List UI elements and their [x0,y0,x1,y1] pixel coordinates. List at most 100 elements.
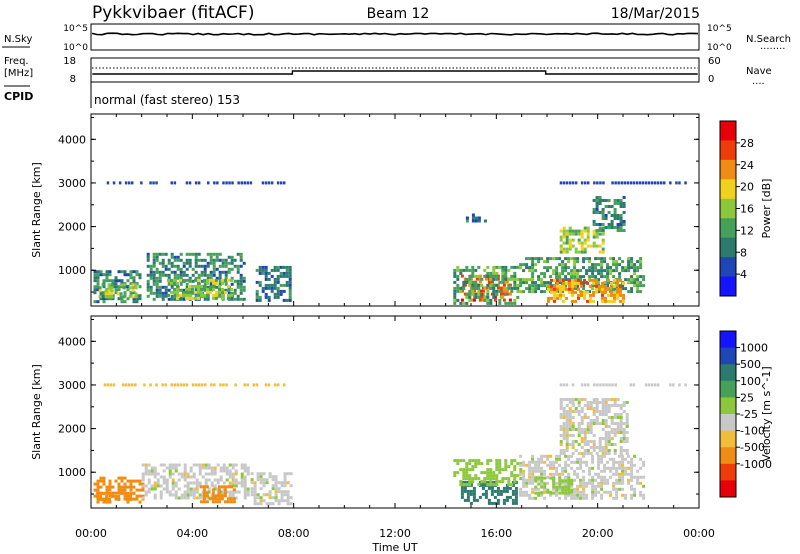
echo-cell [120,476,124,480]
echo-cell [204,496,208,500]
echo-cell [128,295,132,299]
echo-cell [627,466,631,470]
echo-cell [600,481,604,485]
echo-cell [198,496,202,500]
echo-cell [582,281,586,285]
echo-cell [547,296,550,300]
echo-cell [603,469,607,473]
echo-cell [576,260,580,264]
echo-cell [200,273,204,277]
echo-cell [93,288,97,292]
echo-cell [613,404,617,407]
echo-cell [641,181,645,185]
echo-cell [501,265,505,269]
echo-cell [622,229,626,232]
echo-cell [124,181,128,185]
echo-cell [600,454,604,458]
echo-cell [256,502,260,506]
echo-cell [495,289,499,293]
echo-cell [149,270,153,274]
echo-cell [570,460,574,464]
echo-cell [619,422,623,425]
echo-cell [230,291,234,295]
echo-cell [556,284,559,288]
echo-cell [477,295,481,299]
echo-cell [580,232,584,236]
echo-cell [217,488,221,492]
echo-cell [191,383,195,387]
echo-cell [124,383,128,387]
echo-region [96,491,136,501]
echo-cell [460,289,464,293]
echo-cell [598,422,602,425]
echo-cell [571,434,575,437]
echo-cell [564,454,568,458]
echo-cell [230,278,233,282]
echo-cell [109,383,113,387]
echo-cell [577,296,580,300]
echo-cell [468,468,472,472]
echo-cell [568,290,571,294]
echo-region [255,265,292,302]
echo-cell [498,280,502,284]
echo-cell [583,443,587,446]
echo-cell [206,281,209,285]
echo-cell [495,477,499,481]
echo-cell [489,298,493,302]
echo-cell [555,485,559,489]
echo-cell [586,244,590,248]
echo-cell [564,460,568,464]
echo-cell [478,295,482,299]
echo-cell [592,407,596,410]
echo-cell [128,383,131,387]
echo-cell [562,383,566,387]
echo-cell [580,398,584,401]
echo-cell [117,285,121,289]
echo-cell [519,266,523,270]
echo-cell [242,279,246,283]
echo-cell [237,481,241,485]
echo-cell [170,297,174,301]
echo-cell [596,181,599,185]
echo-cell [615,266,619,270]
echo-cell [471,280,475,284]
echo-cell [598,446,602,449]
echo-cell [194,290,197,294]
echo-cell [198,469,202,473]
echo-cell [152,291,156,295]
echo-cell [191,296,194,300]
echo-cell [579,466,583,470]
echo-cell [162,487,166,491]
echo-cell [552,479,556,483]
echo-cell [604,398,608,401]
echo-cell [102,300,106,304]
echo-cell [642,278,646,282]
echo-cell [595,410,599,413]
echo-cell [227,270,231,274]
echo-cell [132,497,136,501]
echo-cell [216,481,220,485]
echo-cell [562,398,566,401]
echo-cell [195,478,199,482]
echo-cell [564,266,568,270]
echo-cell [164,267,168,271]
echo-cell [236,267,240,271]
echo-cell [474,474,478,478]
echo-cell [117,497,121,501]
echo-cell [632,181,636,185]
echo-cell [126,297,130,301]
echo-cell [562,287,565,291]
echo-cell [174,493,178,497]
echo-cell [197,287,200,291]
echo-cell [471,283,475,287]
echo-cell [218,270,222,274]
echo-cell [138,479,142,483]
echo-cell [622,404,626,407]
echo-cell [161,291,165,295]
echo-cell [601,287,604,291]
echo-cell [268,496,272,500]
nave-tick-bottom: 0 [708,74,714,85]
echo-cell [119,292,123,296]
echo-cell [625,401,629,404]
